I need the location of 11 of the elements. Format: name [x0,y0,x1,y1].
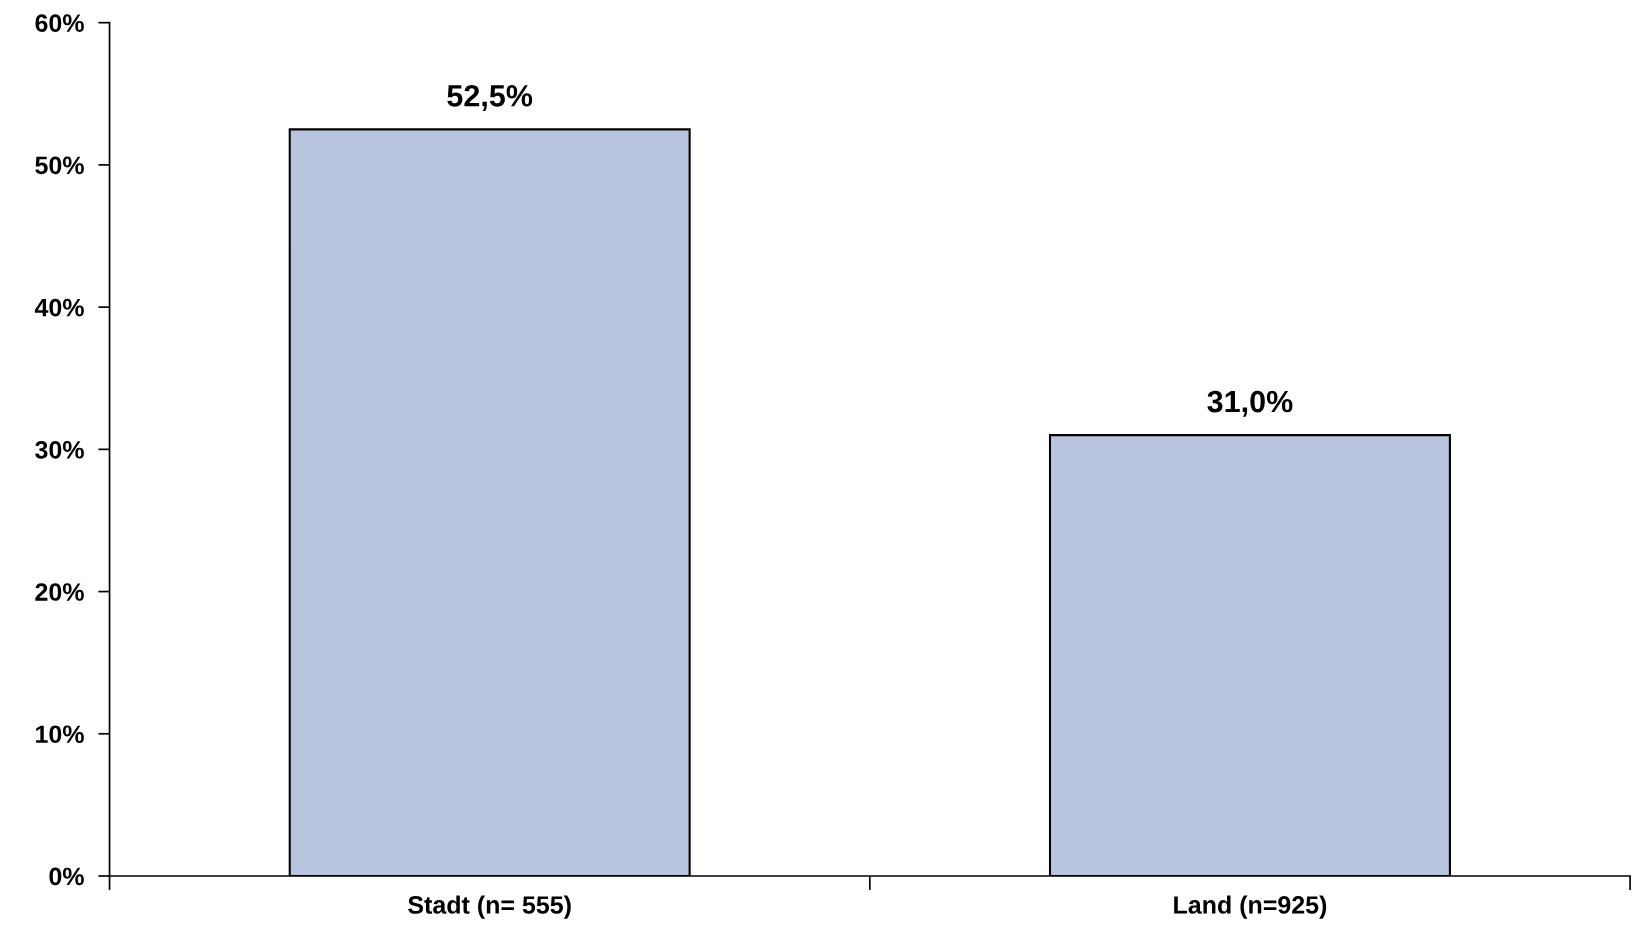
x-tick-label: Stadt (n= 555) [408,895,571,919]
y-tick-label: 40% [34,298,84,317]
y-tick-label: 20% [35,583,84,601]
y-tick-label: 10% [36,725,84,744]
y-tick-label: 50% [35,156,84,175]
y-tick-label: 0% [49,867,84,886]
y-tick-label: 30% [35,440,84,459]
data-label: 52,5% [447,85,533,112]
data-label: 31,0% [1207,390,1293,417]
y-tick-label: 60% [35,14,84,32]
x-tick-label: Land (n=925) [1174,895,1327,919]
